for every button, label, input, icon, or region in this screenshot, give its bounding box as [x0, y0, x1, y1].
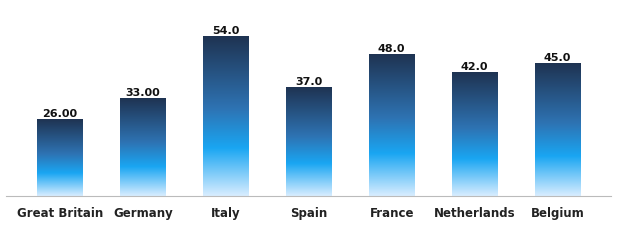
Text: 45.0: 45.0 — [544, 53, 571, 63]
Text: 37.0: 37.0 — [295, 76, 323, 86]
Text: 26.00: 26.00 — [43, 108, 78, 118]
Text: 42.0: 42.0 — [461, 62, 489, 72]
Y-axis label: ROAD FATALITIES PER MILLION
POPULATION: ROAD FATALITIES PER MILLION POPULATION — [0, 37, 10, 164]
Text: 48.0: 48.0 — [378, 44, 405, 54]
Text: 33.00: 33.00 — [125, 88, 160, 98]
Text: 54.0: 54.0 — [212, 26, 239, 36]
